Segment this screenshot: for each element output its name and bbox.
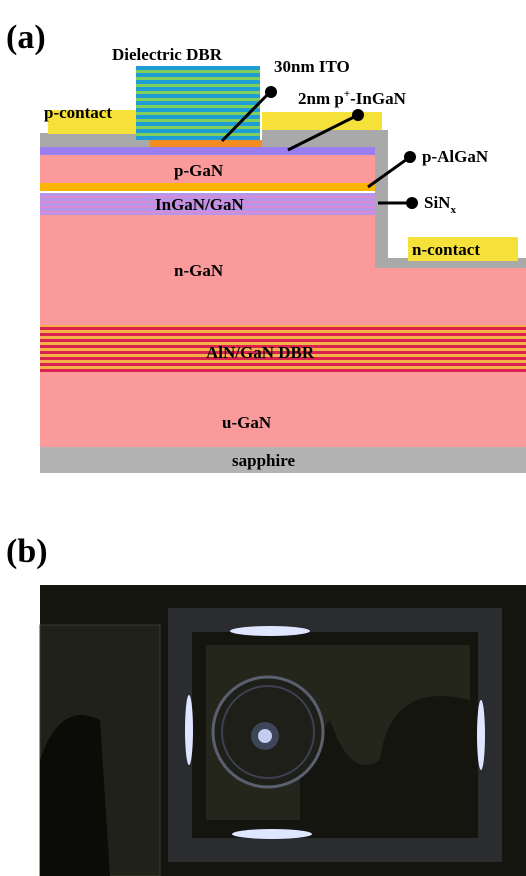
label: p-contact [44, 103, 112, 122]
label: 2nm p+-InGaN [298, 88, 407, 108]
label: sapphire [232, 451, 295, 470]
figure: (a) Dielectric DBR 30nm ITO 2nm p+-InGaN… [0, 0, 526, 876]
stripe [136, 77, 260, 80]
label: n-contact [412, 240, 480, 259]
stripe [136, 112, 260, 115]
p-ingan-layer [40, 147, 375, 155]
label: InGaN/GaN [155, 195, 245, 214]
stripe [40, 369, 526, 372]
device-cross-section [40, 66, 526, 473]
ito-layer [150, 140, 262, 147]
label: Dielectric DBR [112, 45, 223, 64]
stripe [136, 91, 260, 94]
stripe [136, 105, 260, 108]
panel-tag: (b) [6, 533, 48, 570]
stripe [136, 84, 260, 87]
label: p-GaN [174, 161, 224, 180]
stripe [136, 98, 260, 101]
stripe [40, 333, 526, 336]
stripe [136, 126, 260, 129]
p-contact-right [262, 112, 382, 130]
label: AlN/GaN DBR [206, 343, 315, 362]
label: p-AlGaN [422, 147, 489, 166]
stripe [40, 339, 526, 342]
sinx-side [375, 130, 388, 268]
stripe [136, 133, 260, 136]
stripe [40, 327, 526, 330]
label: n-GaN [174, 261, 224, 280]
panel-tag: (a) [6, 19, 46, 56]
stripe [136, 70, 260, 73]
emission-photo [40, 585, 526, 876]
label: u-GaN [222, 413, 272, 432]
u-gan-layer [40, 372, 526, 447]
p-algan-layer [40, 183, 375, 191]
stripe [40, 363, 526, 366]
sinx-left [40, 133, 150, 147]
label: 30nm ITO [274, 57, 350, 76]
